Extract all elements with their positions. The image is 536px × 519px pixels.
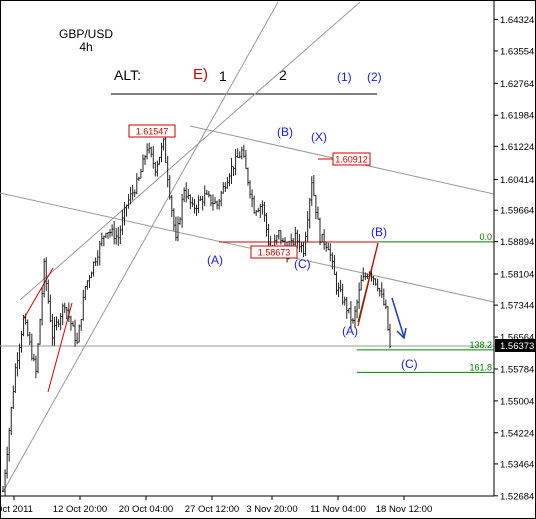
wave-label-a1: (A) [207,253,223,267]
y-tick-label: 1.57344 [500,301,534,312]
y-tick-label: 1.60414 [500,175,534,186]
wave-label-b2: (B) [371,225,387,239]
last-price-marker: 1.56373 [495,339,536,352]
alt-item-w1: (1) [337,70,352,84]
channel-lower-line [3,1,279,491]
fib-levels-layer: 0.0 138.2 161.8 [357,232,494,373]
x-axis: Oct 2011 12 Oct 20:00 20 Oct 04:00 27 Oct 1… [0,496,432,515]
y-tick-label: 1.61224 [500,142,534,153]
y-tick-label: 1.53464 [500,459,534,470]
wave-label-b1: (B) [277,125,293,139]
alt-item-2: 2 [279,67,287,83]
x-tick-label: 20 Oct 04:00 [119,504,173,515]
wave-labels: (A) (B) (C) (X) (A) (B) (C) [207,125,418,371]
y-tick-label: 1.56564 [500,333,534,344]
y-tick-label: 1.54224 [500,428,534,439]
chart-symbol: GBP/USD [59,27,113,41]
y-tick-label: 1.55004 [500,396,534,407]
trend-lines [0,1,495,491]
price-box-3: 1.58673 [250,245,298,259]
red-trend-line-2 [47,302,73,393]
price-box-2: 1.60912 [332,152,371,166]
channel-upper-line [19,1,361,301]
svg-text:1.60912: 1.60912 [335,155,368,165]
svg-text:1.61547: 1.61547 [136,127,169,137]
y-tick-label: 1.58104 [500,270,534,281]
projection-arrow [391,297,407,340]
alt-item-e: E) [193,66,208,83]
alt-item-1: 1 [219,68,227,84]
wave-label-c2: (C) [401,357,418,371]
down-channel-mid-line [0,192,495,303]
x-tick-label: 12 Oct 20:00 [53,504,107,515]
candles-layer [2,135,391,496]
x-tick-label: 27 Oct 12:00 [185,504,239,515]
y-tick-label: 1.61984 [500,111,534,122]
red-trend-line-1 [22,267,54,321]
y-tick-label: 1.52684 [500,491,534,502]
svg-text:1.58673: 1.58673 [258,248,291,258]
y-axis: 1.64324 1.63554 1.62764 1.61984 1.61224 1.604… [494,15,534,502]
y-tick-label: 1.58894 [500,237,534,248]
x-tick-label: 3 Nov 20:00 [246,504,297,515]
x-tick-label: 18 Nov 12:00 [376,504,433,515]
alt-item-w2: (2) [367,70,382,84]
y-tick-label: 1.64324 [500,15,534,26]
y-tick-label: 1.63554 [500,46,534,57]
fib-level-label: 161.8 [469,362,492,372]
wave-label-x: (X) [311,130,327,144]
x-tick-label: 11 Nov 04:00 [310,504,366,515]
y-tick-label: 1.62764 [500,79,534,90]
last-price-label: 1.56373 [500,341,534,352]
alt-label: ALT: [114,67,141,83]
y-tick-label: 1.55784 [500,364,534,375]
wave-label-a2: (A) [342,324,358,338]
fib-level-label: 0.0 [479,232,492,242]
price-box-1: 1.61547 [128,124,176,138]
fib-level-label: 138.2 [469,340,492,350]
y-tick-label: 1.59664 [500,206,534,217]
x-tick-label: Oct 2011 [0,504,33,515]
wave-label-c1: (C) [294,257,311,271]
chart-timeframe: 4h [79,40,92,54]
wave-b-to-c-line [357,242,379,327]
